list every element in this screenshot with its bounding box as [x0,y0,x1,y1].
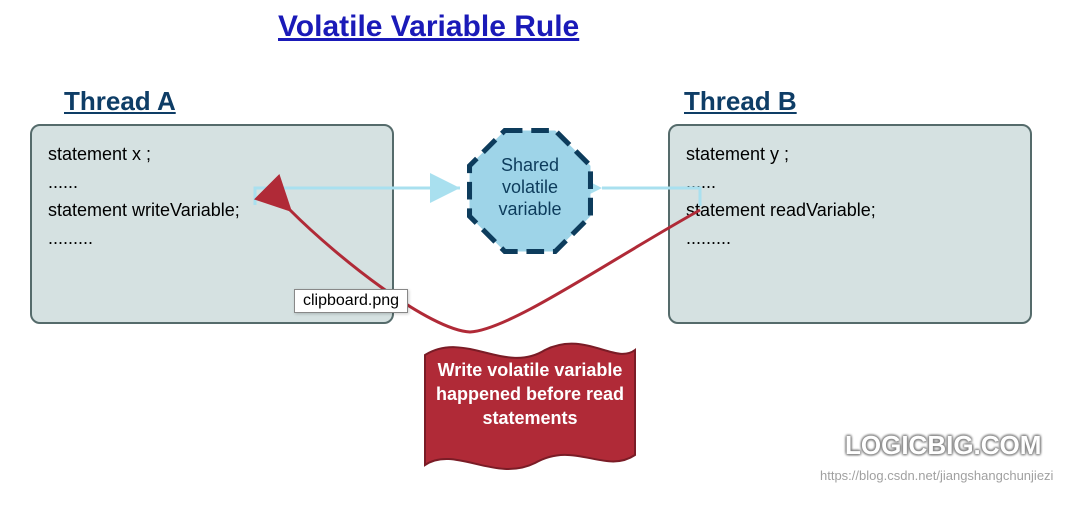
code-line: ......... [686,224,1014,252]
code-line: statement readVariable; [686,196,1014,224]
code-line: statement y ; [686,140,1014,168]
watermark-url: https://blog.csdn.net/jiangshangchunjiez… [820,468,1053,483]
code-line: statement writeVariable; [48,196,376,224]
thread-b-box: statement y ; ...... statement readVaria… [668,124,1032,324]
thread-a-title: Thread A [64,86,176,117]
code-line: statement x ; [48,140,376,168]
main-title: Volatile Variable Rule [278,10,579,44]
code-line: ......... [48,224,376,252]
shared-line: volatile [502,177,558,197]
code-line: ...... [686,168,1014,196]
thread-b-title: Thread B [684,86,797,117]
code-line: ...... [48,168,376,196]
flag-text: Write volatile variable happened before … [435,358,625,430]
diagram-stage: Volatile Variable Rule Thread A statemen… [0,0,1069,509]
shared-variable-label: Shared volatile variable [467,154,593,220]
watermark-logo: LOGICBIG.COM [845,430,1041,461]
shared-line: Shared [501,155,559,175]
shared-line: variable [498,199,561,219]
tooltip: clipboard.png [294,289,408,313]
